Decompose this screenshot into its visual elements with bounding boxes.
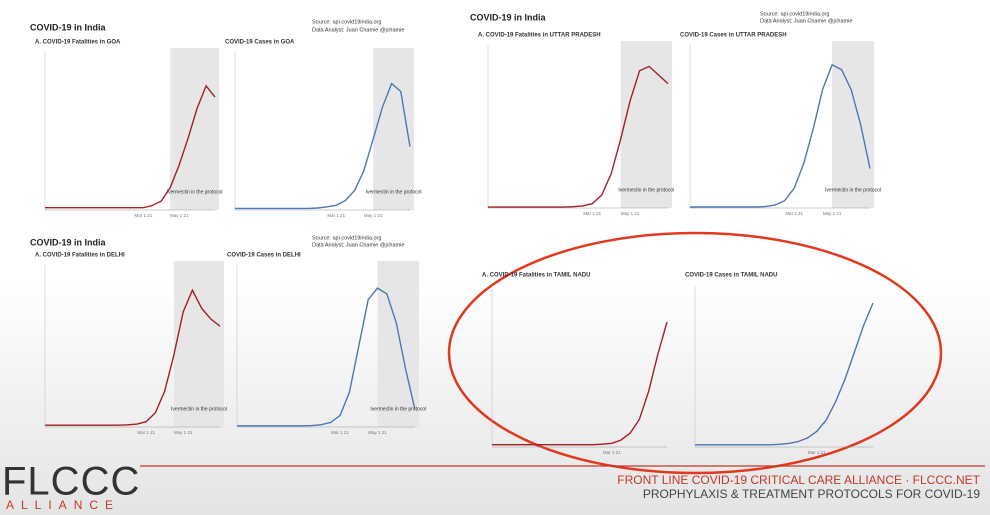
x-tick-label: May 1 21 [621, 211, 640, 216]
source: Source: api.covid19india.org [312, 235, 381, 241]
chart-title: A. COVID-19 Fatalities in TAMIL NADU [482, 273, 590, 279]
logo: FLCCC [2, 460, 140, 504]
x-tick-label: Mar 1 21 [785, 211, 803, 216]
chart-title: COVID-19 Cases in DELHI [227, 253, 301, 259]
x-tick-label: May 1 21 [364, 213, 383, 218]
chart-title: COVID-19 Cases in GOA [225, 40, 295, 46]
data-line [488, 65, 669, 208]
annotation: Ivermectin in the protocol [167, 189, 223, 195]
source: Source: api.covid19india.org [760, 11, 829, 17]
chart-title: A. COVID-19 Fatalities in UTTAR PRADESH [478, 33, 601, 39]
data-line [695, 302, 874, 446]
x-tick-label: Mar 1 21 [327, 213, 345, 218]
x-tick-label: Mar 1 21 [808, 450, 826, 455]
annotation: Ivermectin in the protocol [366, 189, 422, 195]
analyst: Data Analyst: Juan Chamie @jchamie [312, 27, 404, 33]
x-tick-label: Mar 1 21 [583, 211, 601, 216]
chart-title: COVID-19 Cases in TAMIL NADU [685, 273, 777, 279]
x-tick-label: May 1 21 [368, 430, 387, 435]
data-line [690, 63, 871, 208]
shaded-period [173, 261, 224, 427]
logo-sub: ALLIANCE [6, 498, 120, 512]
analyst: Data Analyst: Juan Chamie @jchamie [312, 242, 404, 248]
data-line [492, 321, 668, 446]
shaded-period [170, 48, 219, 210]
panel-heading: COVID-19 in India [30, 22, 107, 32]
annotation: Ivermectin in the protocol [825, 187, 881, 193]
x-tick-label: May 1 21 [174, 430, 193, 435]
annotation: Ivermectin in the protocol [171, 406, 227, 412]
chart-title: COVID-19 Cases in UTTAR PRADESH [680, 33, 787, 39]
data-line [237, 287, 416, 427]
shaded-period [620, 41, 672, 208]
footer-line: PROPHYLAXIS & TREATMENT PROTOCOLS FOR CO… [643, 487, 981, 501]
chart-title: A. COVID-19 Fatalities in GOA [35, 40, 121, 46]
chart-title: A. COVID-19 Fatalities in DELHI [35, 253, 125, 259]
shaded-period [832, 41, 874, 208]
x-tick-label: Mar 1 21 [603, 450, 621, 455]
annotation: Ivermectin in the protocol [618, 187, 674, 193]
source: Source: api.covid19india.org [312, 19, 381, 25]
shaded-period [373, 48, 414, 210]
annotation: Ivermectin in the protocol [370, 406, 426, 412]
x-tick-label: Mar 1 21 [135, 213, 153, 218]
data-line [45, 84, 216, 209]
x-tick-label: May 1 21 [823, 211, 842, 216]
data-line [45, 288, 221, 426]
x-tick-label: May 1 21 [170, 213, 189, 218]
analyst: Data Analyst: Juan Chamie @jchamie [760, 18, 852, 24]
panel-heading: COVID-19 in India [470, 12, 547, 22]
panel-heading: COVID-19 in India [30, 237, 107, 247]
x-tick-label: Mar 1 21 [137, 430, 155, 435]
data-line [235, 82, 411, 210]
footer-line: FRONT LINE COVID-19 CRITICAL CARE ALLIAN… [617, 473, 980, 487]
highlight-ellipse [447, 231, 943, 475]
x-tick-label: Mar 1 21 [331, 430, 349, 435]
